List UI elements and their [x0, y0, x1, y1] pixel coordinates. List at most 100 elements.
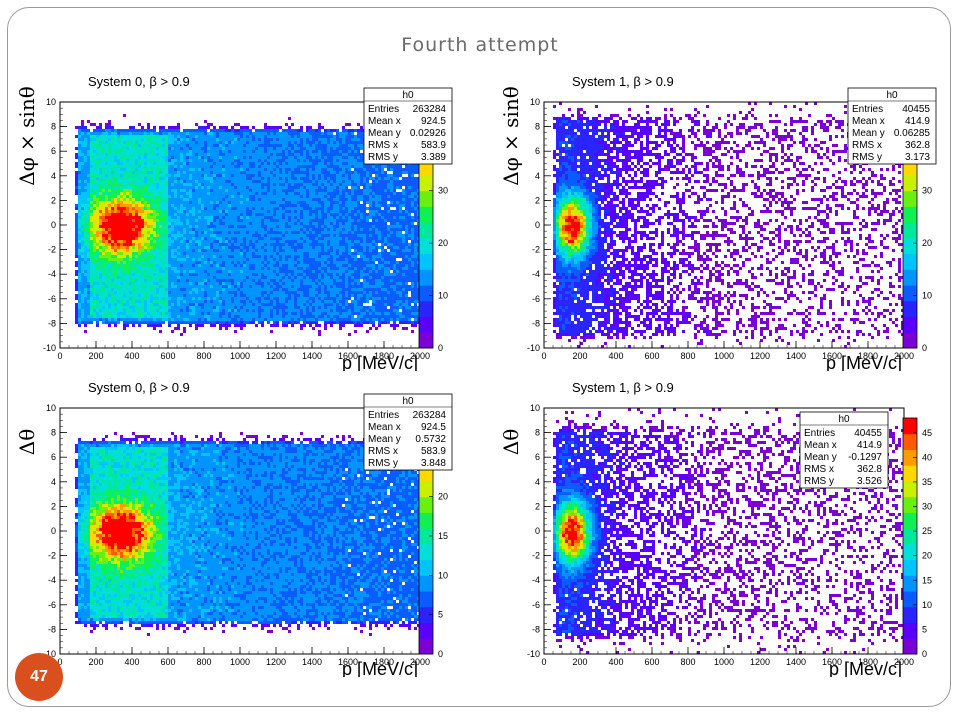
- colorbar-segment: [903, 622, 917, 639]
- x-tick-label: 400: [124, 657, 139, 667]
- y-tick-label: 10: [46, 403, 56, 413]
- y-axis-label: Δθ: [18, 429, 39, 455]
- z-tick-label: 5: [922, 624, 927, 634]
- stats-value: -0.1297: [848, 452, 882, 463]
- stats-value: 0.02926: [410, 128, 447, 139]
- colorbar-segment: [903, 496, 917, 513]
- stats-value: 0.5732: [415, 434, 446, 445]
- colorbar-segment: [419, 253, 433, 270]
- x-tick-label: 1800: [858, 351, 878, 361]
- colorbar-segment: [419, 591, 433, 608]
- x-tick-label: 1000: [714, 657, 734, 667]
- colorbar-segment: [419, 543, 433, 561]
- stats-label: RMS x: [368, 140, 398, 151]
- z-tick-label: 20: [922, 551, 932, 561]
- colorbar-segment: [903, 332, 917, 349]
- z-tick-label: 5: [438, 610, 443, 620]
- chart-svg: System 0, β > 0.90 200 400 600 800 1000 1200 14…: [18, 380, 453, 677]
- stats-value: 40455: [902, 104, 930, 115]
- y-axis-label: Δφ × sinθ: [502, 86, 523, 186]
- y-tick-label: -10: [527, 649, 540, 659]
- plot-system0-dtheta: System 0, β > 0.9 0 200 400 600 800 1000 1200 14…: [18, 372, 458, 677]
- y-tick-label: -2: [48, 245, 56, 255]
- z-tick-label: 40: [922, 452, 932, 462]
- plot-system1-dtheta: System 1, β > 0.9 0 200 400 600 800 1000 1200 14…: [502, 372, 942, 677]
- z-tick-label: 30: [922, 502, 932, 512]
- y-tick-label: -2: [48, 551, 56, 561]
- y-tick-label: -8: [48, 624, 56, 634]
- x-tick-label: 1800: [374, 657, 394, 667]
- x-tick-label: 1600: [338, 351, 358, 361]
- stats-label: Mean x: [804, 440, 837, 451]
- y-tick-label: 4: [535, 477, 540, 487]
- z-tick-label: 35: [922, 477, 932, 487]
- x-tick-label: 2000: [410, 657, 430, 667]
- z-tick-label: 0: [438, 343, 443, 353]
- colorbar-segment: [419, 316, 433, 333]
- z-tick-label: 30: [922, 186, 932, 196]
- stats-value: 3.389: [421, 152, 446, 163]
- z-tick-label: 20: [922, 238, 932, 248]
- y-tick-label: -6: [532, 294, 540, 304]
- chart-title: System 1, β > 0.9: [572, 74, 674, 89]
- y-tick-label: 0: [535, 220, 540, 230]
- x-tick-label: 2000: [410, 351, 430, 361]
- stats-label: Entries: [804, 428, 835, 439]
- x-tick-label: 800: [680, 351, 695, 361]
- x-tick-label: 800: [196, 351, 211, 361]
- colorbar-segment: [903, 222, 917, 239]
- x-tick-label: 600: [160, 351, 175, 361]
- chart-svg: System 1, β > 0.90 200 400 600 800 1000 1200 14…: [502, 380, 932, 677]
- colorbar-segment: [419, 638, 433, 655]
- x-tick-label: 1200: [750, 657, 770, 667]
- stats-name: h0: [838, 414, 850, 425]
- x-tick-label: 1400: [302, 351, 322, 361]
- stats-value: 362.8: [905, 140, 930, 151]
- colorbar-segment: [903, 465, 917, 482]
- colorbar-segment: [419, 222, 433, 239]
- stats-label: Mean y: [368, 434, 401, 445]
- stats-value: 3.173: [905, 152, 930, 163]
- y-tick-label: -8: [48, 318, 56, 328]
- x-tick-label: 0: [57, 657, 62, 667]
- y-tick-label: -10: [527, 343, 540, 353]
- x-axis-label: p [MeV/c]: [826, 353, 902, 371]
- x-tick-label: 200: [88, 351, 103, 361]
- z-tick-label: 20: [438, 238, 448, 248]
- y-axis-label: Δφ × sinθ: [18, 86, 39, 186]
- x-tick-label: 800: [680, 657, 695, 667]
- z-tick-label: 15: [922, 575, 932, 585]
- x-tick-label: 0: [541, 351, 546, 361]
- colorbar-segment: [903, 528, 917, 545]
- y-axis-label: Δθ: [502, 429, 523, 455]
- x-tick-label: 200: [572, 657, 587, 667]
- y-tick-label: 8: [51, 428, 56, 438]
- stats-value: 3.848: [421, 458, 446, 469]
- colorbar-segment: [419, 174, 433, 192]
- colorbar-segment: [903, 638, 917, 655]
- y-tick-label: -10: [43, 649, 56, 659]
- chart-svg: System 0, β > 0.90 200 400 600 800 1000 1200 14…: [18, 74, 453, 371]
- heatmap-cells: [553, 102, 904, 348]
- z-tick-label: 10: [922, 291, 932, 301]
- stats-value: 263284: [413, 410, 447, 421]
- colorbar-segment: [903, 206, 917, 223]
- y-tick-label: 6: [535, 146, 540, 156]
- y-tick-label: 0: [51, 220, 56, 230]
- z-tick-label: 45: [922, 428, 932, 438]
- plot-system1-dphi: System 1, β > 0.9 0 200 400 600 800 1000 1200 14…: [502, 66, 942, 371]
- z-tick-label: 30: [438, 186, 448, 196]
- stats-value: 40455: [854, 428, 882, 439]
- y-tick-label: 2: [535, 501, 540, 511]
- colorbar-segment: [419, 606, 433, 624]
- x-axis-label: p [MeV/c]: [342, 353, 418, 371]
- y-tick-label: 6: [51, 146, 56, 156]
- colorbar-segment: [419, 285, 433, 302]
- stats-label: RMS y: [852, 152, 882, 163]
- colorbar-segment: [903, 512, 917, 529]
- y-tick-label: -8: [532, 318, 540, 328]
- y-tick-label: -4: [48, 575, 56, 585]
- colorbar-segment: [903, 285, 917, 302]
- z-tick-label: 10: [438, 570, 448, 580]
- z-tick-label: 0: [438, 649, 443, 659]
